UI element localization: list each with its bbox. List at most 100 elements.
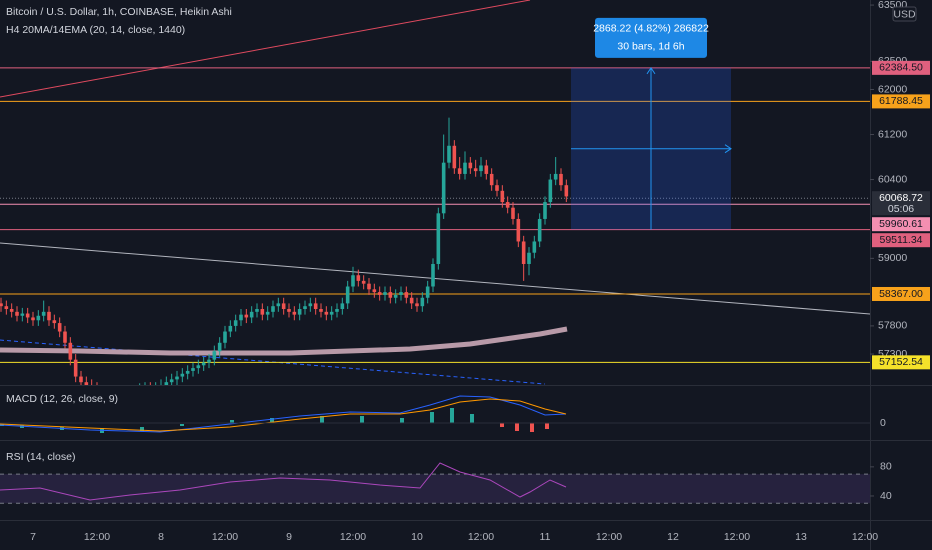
y-tick-label: 62000 — [878, 83, 907, 95]
x-tick-label: 12:00 — [84, 531, 110, 543]
candle-body — [425, 286, 430, 298]
candle-body — [452, 145, 457, 169]
rsi-band — [0, 474, 870, 504]
candle-body — [543, 202, 547, 219]
candle-body — [420, 297, 425, 307]
candle-body — [249, 311, 254, 318]
candle-body — [191, 368, 195, 371]
candle-body — [57, 323, 62, 332]
candle-body — [52, 320, 57, 324]
x-tick-label: 12:00 — [852, 531, 878, 543]
level-badge — [872, 94, 930, 109]
measure-text: 2868.22 (4.82%) 286822 — [593, 23, 709, 35]
candle-body — [31, 317, 35, 321]
candle-body — [468, 162, 473, 169]
candle-body — [68, 342, 73, 360]
candle-body — [9, 309, 14, 312]
candle-body — [319, 309, 323, 312]
candle-body — [164, 382, 169, 385]
y-tick-label: 60400 — [878, 173, 907, 185]
candle-body — [388, 292, 393, 298]
candle-body — [324, 311, 329, 315]
candle-body — [239, 314, 243, 321]
measure-arrow-head — [724, 144, 732, 154]
level-badge — [872, 286, 930, 301]
candle-body — [63, 331, 67, 343]
candle-body — [447, 145, 451, 163]
candle-body — [431, 263, 435, 287]
candle-body — [335, 309, 339, 312]
candle-body — [233, 320, 238, 326]
candle-body — [185, 370, 190, 374]
candle-body — [180, 373, 185, 377]
candle-body — [511, 207, 515, 219]
y-tick-label: 59000 — [878, 252, 907, 264]
x-tick-label: 12:00 — [468, 531, 494, 543]
candle-body — [393, 294, 398, 298]
x-tick-label: 9 — [286, 531, 292, 543]
rsi-label: RSI (14, close) — [6, 451, 75, 463]
level-label: 62384.50 — [879, 62, 923, 74]
candle-body — [0, 303, 3, 307]
chart-title: Bitcoin / U.S. Dollar, 1h, COINBASE, Hei… — [6, 6, 232, 18]
macd-tick-label: 0 — [880, 417, 886, 429]
candle-body — [356, 275, 361, 281]
candle-body — [383, 292, 387, 295]
candle-body — [495, 185, 499, 191]
level-badge — [872, 355, 930, 370]
candle-body — [559, 173, 563, 186]
level-label: 61788.45 — [879, 95, 923, 107]
levels — [0, 67, 870, 363]
candle-body — [479, 165, 483, 172]
candle-body — [484, 165, 489, 174]
candle-body — [79, 376, 83, 383]
level-label: 59511.34 — [879, 234, 922, 246]
candle-body — [521, 241, 526, 264]
x-tick-label: 11 — [540, 531, 551, 543]
candle-body — [287, 309, 291, 312]
candle-body — [404, 292, 409, 298]
candle-body — [292, 311, 297, 315]
candle-body — [463, 162, 467, 174]
candle-body — [217, 342, 222, 352]
y-tick-label: 61200 — [878, 128, 907, 140]
candle-body — [553, 173, 558, 180]
level-label: 58367.00 — [879, 288, 923, 300]
candle-body — [281, 303, 286, 310]
candle-body — [244, 314, 249, 318]
trendline — [0, 0, 531, 98]
ma-line — [0, 326, 568, 356]
trendline — [0, 242, 870, 315]
candle-body — [73, 359, 78, 377]
measure-tooltip — [595, 17, 707, 58]
measure-arrow-head — [646, 66, 656, 75]
x-tick-label: 12:00 — [596, 531, 622, 543]
rsi-pane — [0, 473, 870, 504]
macd-plot — [0, 395, 567, 433]
candle-body — [457, 168, 462, 174]
candle-body — [505, 202, 510, 208]
last-price-badge — [872, 191, 930, 216]
candle-body — [489, 173, 494, 186]
candle-body — [297, 309, 302, 315]
candle-body — [271, 306, 275, 312]
rsi-tick-label: 40 — [880, 490, 892, 502]
measure: 2868.22 (4.82%) 286822 30 bars, 1d 6h — [571, 17, 732, 230]
candle-body — [308, 303, 313, 307]
level-badge — [872, 233, 930, 248]
x-tick-label: 12:00 — [340, 531, 366, 543]
candle-body — [377, 292, 382, 295]
candle-body — [500, 190, 505, 203]
candle-body — [409, 297, 414, 304]
candle-body — [84, 382, 89, 385]
candle-body — [196, 365, 201, 369]
y-tick-label: 63500 — [878, 0, 907, 11]
candle-body — [201, 362, 206, 366]
candle-body — [372, 289, 377, 293]
candle-body — [399, 292, 403, 295]
candle-body — [175, 376, 179, 380]
level-label: 59960.61 — [879, 218, 923, 230]
candle-body — [537, 218, 542, 242]
